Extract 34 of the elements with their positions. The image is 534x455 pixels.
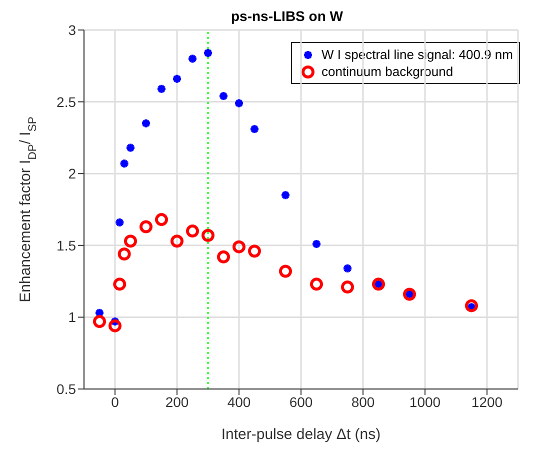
point — [465, 299, 478, 312]
x-tick-label: 1200 — [471, 394, 503, 410]
point — [341, 280, 354, 294]
point — [113, 278, 126, 291]
y-tick-label: 1 — [68, 309, 76, 326]
point — [140, 220, 152, 234]
legend-label: continuum background — [322, 64, 454, 79]
point — [279, 264, 292, 278]
point — [93, 315, 106, 328]
x-axis-title: Inter-pulse delay Δt (ns) — [221, 426, 381, 443]
x-tick-label: 200 — [165, 394, 189, 410]
point — [118, 248, 131, 261]
x-tick-label: 1000 — [409, 394, 441, 410]
point — [232, 240, 246, 254]
x-tick-label: 600 — [289, 394, 313, 410]
x-tick-label: 400 — [227, 394, 251, 410]
y-tick-label: 1.5 — [56, 237, 76, 254]
point — [310, 278, 323, 291]
point — [124, 234, 137, 248]
point — [202, 228, 214, 242]
y-tick-label: 2 — [68, 166, 76, 182]
y-tick-label: 3 — [68, 22, 76, 38]
y-tick-label: 2.5 — [56, 94, 76, 110]
chart-title: ps-ns-LIBS on W — [231, 8, 343, 24]
x-tick-label: 800 — [351, 394, 375, 410]
point — [108, 319, 122, 332]
point — [248, 244, 261, 258]
point — [170, 234, 184, 248]
legend-label: W I spectral line signal: 400.9 nm — [322, 47, 513, 62]
x-tick-label: 0 — [111, 394, 120, 410]
point — [186, 224, 199, 238]
point — [217, 250, 230, 264]
point — [155, 213, 168, 226]
y-tick-label: 0.5 — [56, 380, 76, 397]
